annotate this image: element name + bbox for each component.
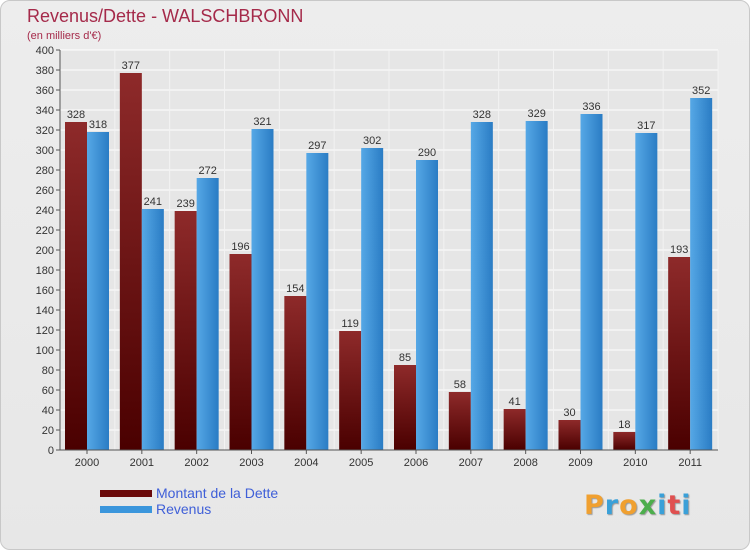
logo-letter: t <box>667 490 682 521</box>
legend-swatch-dette <box>100 490 152 497</box>
legend-label-revenus: Revenus <box>156 501 212 517</box>
y-tick-label: 100 <box>36 345 54 357</box>
x-tick-label: 2011 <box>678 457 702 469</box>
data-label: 272 <box>198 165 216 177</box>
x-tick-label: 2002 <box>184 457 208 469</box>
data-label: 321 <box>253 116 271 128</box>
data-label: 41 <box>509 396 521 408</box>
bar-revenus <box>416 160 438 450</box>
bar-dette <box>174 211 197 450</box>
data-label: 119 <box>341 318 359 330</box>
data-label: 58 <box>454 379 466 391</box>
bar-revenus <box>525 121 548 450</box>
bar-dette <box>229 254 252 450</box>
data-label: 297 <box>308 140 326 152</box>
y-tick-label: 240 <box>36 205 54 217</box>
data-label: 241 <box>144 196 162 208</box>
data-label: 30 <box>563 407 575 419</box>
bar-revenus <box>470 122 493 450</box>
bars-group <box>65 73 713 450</box>
y-tick-label: 120 <box>36 325 54 337</box>
proxiti-logo: Proxiti <box>584 490 692 521</box>
data-label: 328 <box>67 109 85 121</box>
y-tick-label: 80 <box>42 365 54 377</box>
bar-dette <box>339 331 362 450</box>
x-tick-label: 2007 <box>459 457 483 469</box>
y-tick-label: 260 <box>36 185 54 197</box>
data-label: 318 <box>89 119 107 131</box>
x-tick-label: 2003 <box>239 457 263 469</box>
data-label: 377 <box>122 60 140 72</box>
y-tick-label: 220 <box>36 225 54 237</box>
x-tick-label: 2005 <box>349 457 373 469</box>
data-label: 329 <box>527 108 545 120</box>
x-tick-label: 2006 <box>404 457 428 469</box>
x-tick-label: 2010 <box>623 457 647 469</box>
y-tick-label: 60 <box>42 385 54 397</box>
x-tick-label: 2009 <box>568 457 592 469</box>
bar-dette <box>613 432 636 450</box>
data-label: 317 <box>637 120 655 132</box>
data-label: 290 <box>418 147 436 159</box>
legend-swatch-revenus <box>100 506 152 513</box>
logo-letter: o <box>619 490 639 521</box>
y-tick-label: 160 <box>36 285 54 297</box>
y-tick-label: 20 <box>42 425 54 437</box>
bar-dette <box>394 365 416 450</box>
y-tick-label: 200 <box>36 245 54 257</box>
chart-subtitle: (en milliers d'€) <box>27 30 102 42</box>
data-labels-group: 328 318 377 241 239 272 196 321 154 297 119 302 85 29… <box>67 60 711 431</box>
logo-letter: P <box>584 490 605 521</box>
y-tick-label: 320 <box>36 125 54 137</box>
bar-dette <box>668 257 691 450</box>
logo-letter: r <box>604 490 620 521</box>
logo-letter: i <box>681 490 692 521</box>
x-tick-label: 2008 <box>513 457 537 469</box>
bar-revenus <box>306 153 329 450</box>
data-label: 154 <box>286 283 304 295</box>
bar-revenus <box>87 132 109 450</box>
bar-revenus <box>141 209 164 450</box>
logo-letter: i <box>657 490 668 521</box>
y-tick-label: 280 <box>36 165 54 177</box>
y-tick-label: 0 <box>48 445 54 457</box>
bar-dette <box>284 296 307 450</box>
bar-revenus <box>690 98 713 450</box>
data-label: 239 <box>176 198 194 210</box>
data-label: 302 <box>363 135 381 147</box>
y-tick-label: 340 <box>36 105 54 117</box>
y-tick-label: 400 <box>36 45 54 57</box>
chart-title: Revenus/Dette - WALSCHBRONN <box>27 6 304 26</box>
y-tick-label: 380 <box>36 65 54 77</box>
bar-dette <box>448 392 471 450</box>
data-label: 196 <box>231 241 249 253</box>
y-tick-label: 40 <box>42 405 54 417</box>
bar-revenus <box>196 178 219 450</box>
x-tick-label: 2001 <box>130 457 154 469</box>
y-tick-label: 140 <box>36 305 54 317</box>
y-tick-label: 180 <box>36 265 54 277</box>
legend-label-dette: Montant de la Dette <box>156 485 279 501</box>
bar-dette <box>558 420 581 450</box>
data-label: 352 <box>692 85 710 97</box>
y-tick-label: 360 <box>36 85 54 97</box>
x-tick-label: 2004 <box>294 457 318 469</box>
bar-revenus <box>361 148 384 450</box>
bar-revenus <box>580 114 603 450</box>
bar-revenus <box>251 129 274 450</box>
bar-dette <box>503 409 526 450</box>
bar-dette <box>65 122 87 450</box>
y-tick-label: 300 <box>36 145 54 157</box>
data-label: 336 <box>582 101 600 113</box>
data-label: 85 <box>399 352 411 364</box>
bar-dette <box>119 73 142 450</box>
data-label: 328 <box>473 109 491 121</box>
data-label: 193 <box>670 244 688 256</box>
bar-revenus <box>635 133 658 450</box>
x-tick-label: 2000 <box>75 457 99 469</box>
axes: 0 20 40 60 80 100 120 140 160 180 200 220 240 260 280 3… <box>36 45 718 469</box>
data-label: 18 <box>618 419 630 431</box>
logo-letter: x <box>638 490 658 521</box>
